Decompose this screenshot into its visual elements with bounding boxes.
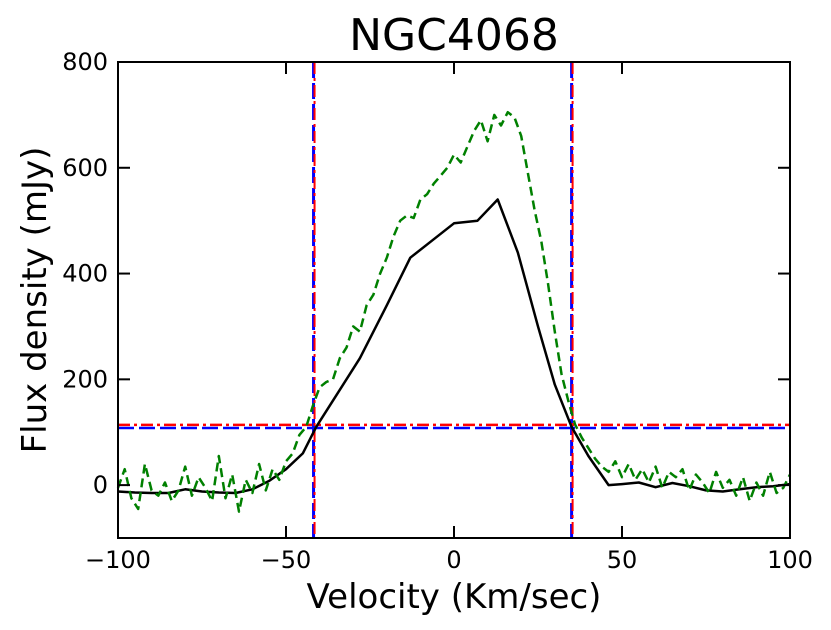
chart-title: NGC4068 [349, 10, 559, 61]
y-tick-label: 600 [62, 154, 108, 182]
axis-ticks: −100 −50 0 50 100 0 200 400 600 800 [62, 48, 813, 574]
x-tick-label: 50 [607, 546, 638, 574]
x-tick-label: −100 [85, 546, 151, 574]
y-tick-label: 0 [93, 471, 108, 499]
x-axis-label: Velocity (Km/sec) [307, 577, 602, 617]
plot-frame [117, 61, 791, 539]
x-tick-label: −50 [261, 546, 312, 574]
series-black-line [117, 198, 791, 495]
plot-content [116, 62, 792, 538]
x-tick-label: 100 [767, 546, 813, 574]
series-green-dashed [116, 110, 792, 513]
y-tick-label: 200 [62, 365, 108, 393]
y-tick-label: 400 [62, 260, 108, 288]
y-axis-label: Flux density (mJy) [15, 147, 55, 454]
x-tick-label: 0 [446, 546, 461, 574]
y-tick-label: 800 [62, 48, 108, 76]
